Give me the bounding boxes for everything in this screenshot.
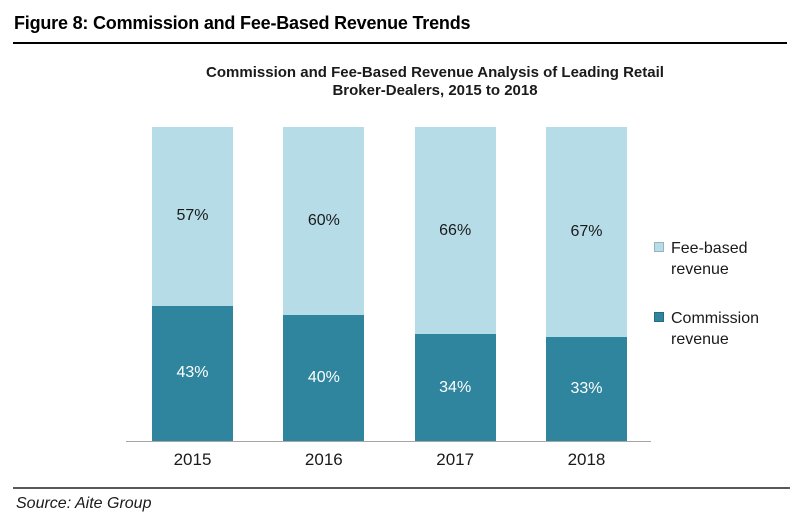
- bar-segment-commission-revenue: 43%: [152, 305, 233, 441]
- source-note: Source: Aite Group: [16, 495, 152, 512]
- bar-column-2015: 57% 43% 2015: [152, 127, 233, 469]
- legend-marker-fee-based-revenue: [654, 242, 664, 252]
- bar-value-label: 60%: [307, 212, 340, 230]
- bar-value-label: 43%: [176, 364, 209, 382]
- header-rule: [13, 42, 787, 44]
- footer-rule: [13, 487, 790, 489]
- bar-segment-fee-based-revenue: 60%: [283, 127, 365, 316]
- figure-title: Figure 8: Commission and Fee-Based Reven…: [14, 13, 471, 33]
- bar-segment-commission-revenue: 40%: [283, 315, 365, 441]
- bar-value-label: 40%: [307, 369, 340, 387]
- bar-segment-fee-based-revenue: 66%: [414, 127, 496, 335]
- bar-value-label: 67%: [570, 223, 603, 241]
- bar-column-2016: 60% 40% 2016: [283, 127, 365, 469]
- bar-segment-commission-revenue: 34%: [414, 334, 496, 441]
- chart-title: Commission and Fee-Based Revenue Analysi…: [80, 64, 790, 100]
- bar-segment-fee-based-revenue: 57%: [152, 127, 233, 306]
- bar-column-2018: 67% 33% 2018: [545, 127, 627, 469]
- bar-segment-fee-based-revenue: 67%: [545, 127, 627, 338]
- x-axis-label-2016: 2016: [304, 450, 343, 469]
- chart-title-line-1: Commission and Fee-Based Revenue Analysi…: [206, 64, 664, 81]
- x-axis-label-2018: 2018: [567, 450, 606, 469]
- bar-column-2017: 66% 34% 2017: [414, 127, 496, 469]
- bar-value-label: 57%: [176, 207, 209, 225]
- plot-area: 57% 43% 2015 60% 40% 2016 66% 34% 2017 67% 33% 2018: [126, 127, 651, 469]
- chart-legend: Fee-based revenue Commission revenue: [654, 238, 784, 378]
- bar-value-label: 66%: [439, 221, 472, 239]
- legend-item-fee-based-revenue: Fee-based revenue: [654, 238, 784, 280]
- x-axis-label-2015: 2015: [173, 450, 212, 469]
- legend-label: Commission revenue: [671, 310, 760, 348]
- legend-marker-commission-revenue: [654, 312, 664, 322]
- x-axis-label-2017: 2017: [436, 450, 475, 469]
- legend-item-commission-revenue: Commission revenue: [654, 308, 784, 350]
- legend-label: Fee-based revenue: [671, 240, 748, 278]
- bar-value-label: 34%: [439, 378, 472, 396]
- x-axis-line: [126, 440, 651, 442]
- bar-segment-commission-revenue: 33%: [545, 337, 627, 441]
- bar-value-label: 33%: [570, 380, 603, 398]
- chart-title-line-2: Broker-Dealers, 2015 to 2018: [332, 82, 538, 99]
